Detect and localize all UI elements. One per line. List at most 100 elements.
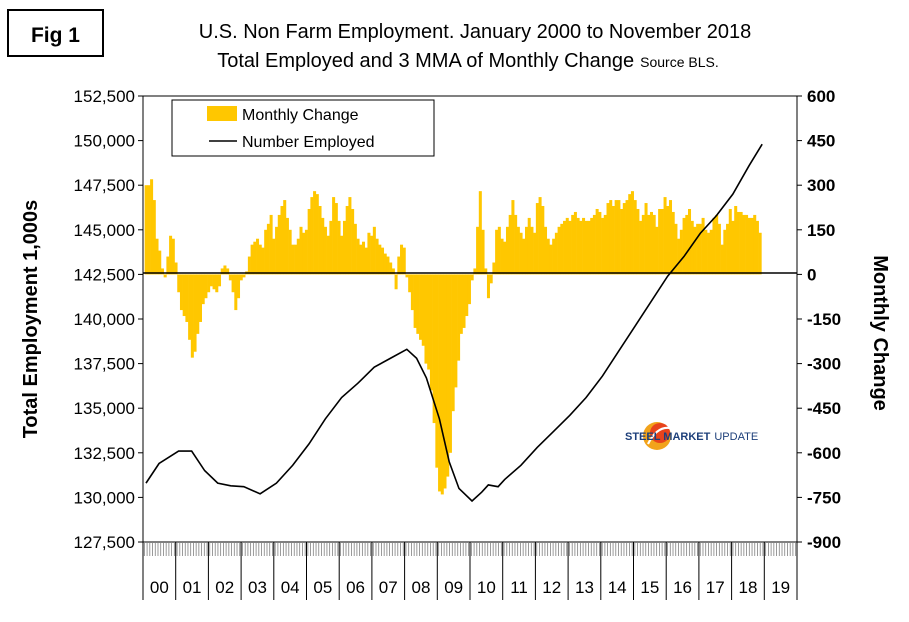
bar-monthly-change [275, 226, 279, 275]
bar-monthly-change [416, 274, 420, 334]
bar-monthly-change [158, 250, 162, 275]
bar-monthly-change [166, 256, 170, 275]
bar-monthly-change [451, 274, 455, 412]
bar-monthly-change [688, 208, 692, 275]
bar-monthly-change [296, 238, 300, 275]
bar-monthly-change [370, 235, 374, 275]
bar-monthly-change [470, 274, 474, 281]
bar-monthly-change [294, 244, 298, 275]
bar-monthly-change [579, 220, 583, 275]
bar-monthly-change [652, 214, 656, 275]
bar-monthly-change [668, 200, 673, 275]
right-tick-label: 300 [807, 176, 835, 195]
bar-monthly-change [196, 274, 200, 334]
bar-monthly-change [734, 206, 738, 275]
bar-monthly-change [359, 244, 363, 275]
x-category-label: 18 [738, 578, 757, 597]
bar-monthly-change [144, 185, 148, 275]
bar-monthly-change [731, 220, 735, 275]
bar-monthly-change [223, 265, 227, 275]
x-axis-categories: 00 01 02 03 04 05 06 07 08 09 10 11 12 13 14 15 16 17 18 19 [150, 578, 790, 597]
x-category-label: 06 [346, 578, 365, 597]
left-tick-label: 142,500 [74, 265, 135, 284]
monthly-change-bars [144, 179, 762, 495]
x-category-label: 19 [771, 578, 790, 597]
plot-area [142, 95, 798, 543]
bar-monthly-change [446, 274, 450, 477]
bar-monthly-change [459, 274, 463, 334]
bar-monthly-change [440, 274, 444, 495]
x-category-label: 09 [444, 578, 463, 597]
bar-monthly-change [644, 203, 648, 275]
bar-monthly-change [598, 211, 602, 275]
bar-monthly-change [310, 197, 314, 275]
bar-monthly-change [323, 226, 327, 275]
bar-monthly-change [571, 214, 575, 275]
x-axis-minor-ticks [142, 542, 798, 600]
bar-monthly-change [666, 206, 670, 275]
bar-monthly-change [649, 211, 653, 275]
bar-monthly-change [679, 229, 683, 275]
bar-monthly-change [660, 208, 664, 275]
right-tick-label: 600 [807, 87, 835, 106]
bar-monthly-change [394, 274, 398, 290]
bar-monthly-change [242, 274, 246, 278]
bar-monthly-change [533, 232, 537, 275]
bar-monthly-change [269, 214, 273, 275]
bar-monthly-change [723, 229, 727, 275]
bar-monthly-change [546, 238, 550, 275]
bar-monthly-change [709, 229, 713, 275]
x-category-label: 03 [248, 578, 267, 597]
bar-monthly-change [508, 214, 512, 275]
bar-monthly-change [408, 274, 412, 293]
right-axis-ticks: -900 -750 -600 -450 -300 -150 0 150 300 450 600 [797, 87, 841, 552]
bar-monthly-change [486, 274, 490, 299]
bar-monthly-change [658, 208, 662, 275]
bar-monthly-change [742, 214, 746, 275]
bar-monthly-change [538, 197, 542, 275]
bar-monthly-change [554, 232, 558, 275]
bar-monthly-change [758, 232, 762, 275]
bar-monthly-change [218, 274, 222, 287]
bar-monthly-change [481, 229, 485, 275]
bar-monthly-change [435, 274, 439, 468]
bar-monthly-change [677, 238, 681, 275]
bar-monthly-change [527, 217, 531, 275]
bar-monthly-change [280, 206, 284, 275]
left-tick-label: 147,500 [74, 176, 135, 195]
bar-monthly-change [603, 214, 607, 275]
bar-monthly-change [611, 206, 615, 275]
bar-monthly-change [671, 211, 675, 275]
bar-monthly-change [342, 220, 346, 275]
bar-monthly-change [188, 274, 192, 340]
right-tick-label: -300 [807, 355, 841, 374]
left-tick-label: 145,000 [74, 221, 135, 240]
right-tick-label: 450 [807, 132, 835, 151]
bar-monthly-change [283, 200, 287, 275]
bar-monthly-change [381, 247, 385, 275]
bar-monthly-change [473, 268, 477, 275]
bar-monthly-change [465, 274, 469, 317]
bar-monthly-change [258, 244, 262, 275]
bar-monthly-change [185, 274, 189, 322]
bar-monthly-change [182, 274, 186, 317]
bar-monthly-change [375, 238, 379, 275]
bar-monthly-change [277, 214, 281, 275]
bar-monthly-change [321, 217, 325, 275]
bar-monthly-change [367, 232, 371, 275]
bar-monthly-change [163, 274, 167, 278]
bar-monthly-change [266, 223, 270, 275]
bar-monthly-change [530, 226, 534, 275]
bar-monthly-change [261, 247, 265, 275]
bar-monthly-change [247, 256, 251, 275]
chart-title: U.S. Non Farm Employment. January 2000 t… [199, 21, 751, 43]
x-category-label: 04 [281, 578, 300, 597]
bar-monthly-change [424, 274, 428, 364]
bar-monthly-change [609, 200, 613, 275]
bar-monthly-change [400, 244, 404, 275]
bar-monthly-change [720, 244, 724, 275]
bar-monthly-change [712, 217, 716, 275]
bar-monthly-change [201, 274, 205, 305]
bar-monthly-change [150, 179, 154, 275]
left-tick-label: 127,500 [74, 533, 135, 552]
